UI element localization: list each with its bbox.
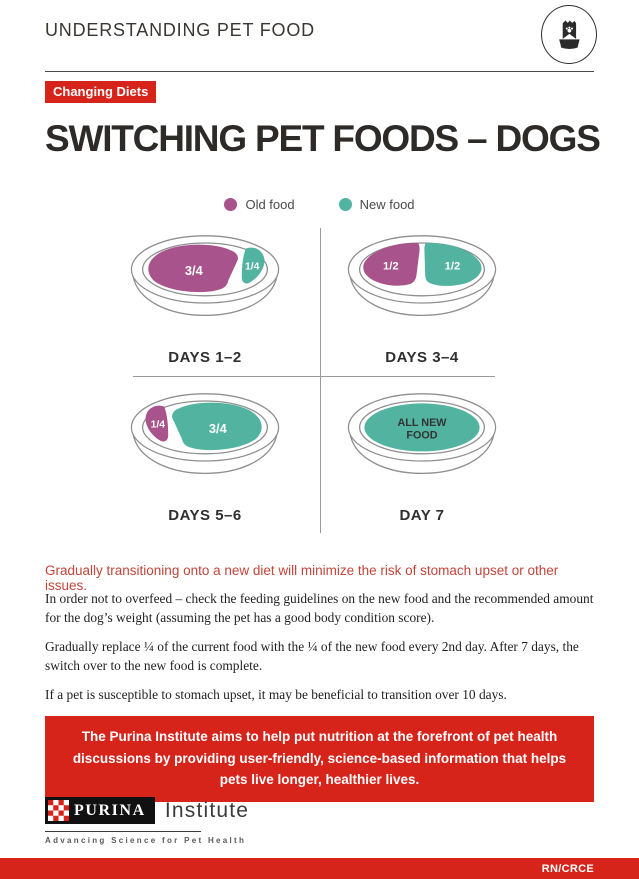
grid-divider-vertical [320,228,321,533]
new-food-dot-icon [338,198,352,211]
bowl-days-1-2: 3/4 1/4 DAYS 1–2 [125,231,285,366]
old-food-dot-icon [224,198,238,211]
all-new-food-label-line1: ALL NEW [398,417,448,429]
fraction-label-old: 1/4 [151,419,166,430]
paragraph-susceptible: If a pet is susceptible to stomach upset… [45,686,507,702]
bowl-days-5-6: 1/4 3/4 DAYS 5–6 [125,389,285,524]
legend-old-label: Old food [245,197,295,212]
paragraph-overfeed: In order not to overfeed – check the fee… [45,591,594,626]
bowl-illustration-days-5-6: 1/4 3/4 [130,393,280,475]
fraction-label-old: 3/4 [185,263,204,278]
section-badge: Changing Diets [45,81,157,103]
all-new-food-label-line2: FOOD [406,430,437,442]
page-title: SWITCHING PET FOODS – DOGS [45,118,601,159]
fraction-label-new: 1/4 [245,261,260,272]
footer-tagline-rule [45,831,201,832]
purina-logo-box: PURINA [45,797,155,824]
fraction-label-old: 1/2 [383,260,399,272]
bowl-days-3-4: 1/2 1/2 DAYS 3–4 [342,231,502,366]
pet-food-bag-and-bowl-icon [541,5,597,64]
header-divider [45,71,594,72]
legend-item-old-food: Old food [224,197,295,212]
bowl-illustration-day-7: ALL NEW FOOD [347,393,497,475]
bowl-caption-days-3-4: DAYS 3–4 [385,349,459,366]
body-text: In order not to overfeed – check the fee… [45,589,601,713]
bottom-red-bar: RN/CRCE [0,858,639,879]
footer-tagline: Advancing Science for Pet Health [45,836,247,845]
grid-divider-horizontal [133,376,495,377]
bowl-illustration-days-3-4: 1/2 1/2 [347,235,497,317]
paragraph-replace: Gradually replace ¼ of the current food … [45,638,579,674]
purina-brand-text: PURINA [74,801,146,819]
document-code: RN/CRCE [541,862,594,875]
fraction-label-new: 3/4 [209,421,228,436]
legend-item-new-food: New food [338,197,415,212]
purina-institute-callout: The Purina Institute aims to help put nu… [45,716,594,802]
legend: Old food New food [0,197,639,212]
bowl-caption-day-7: DAY 7 [399,507,445,524]
purina-checkerboard-icon [48,800,69,821]
highlight-sentence: Gradually transitioning onto a new diet … [45,563,559,593]
bowl-caption-days-5-6: DAYS 5–6 [168,507,242,524]
bowl-day-7: ALL NEW FOOD DAY 7 [342,389,502,524]
bowl-caption-days-1-2: DAYS 1–2 [168,349,242,366]
fraction-label-new: 1/2 [445,260,461,272]
bowl-illustration-days-1-2: 3/4 1/4 [130,235,280,317]
page-header-title: UNDERSTANDING PET FOOD [45,20,315,40]
legend-new-label: New food [359,197,415,212]
institute-text: Institute [164,798,250,822]
purina-institute-logo: PURINA Institute [45,797,249,824]
